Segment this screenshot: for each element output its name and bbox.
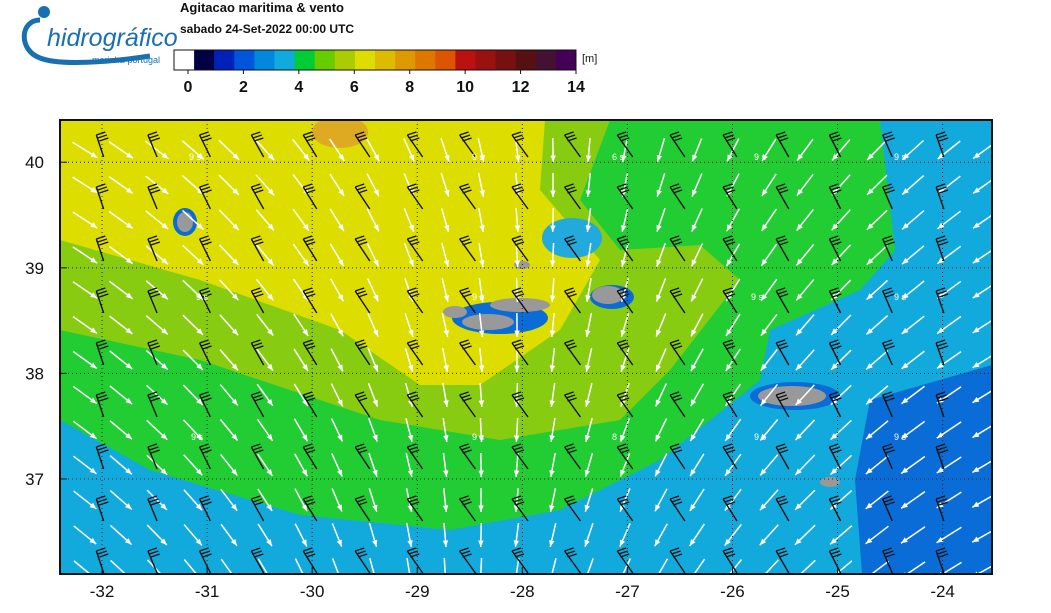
colorbar-tick-label: 8 [405, 79, 414, 96]
wind-arrow-head [231, 574, 237, 581]
wind-arrow-head [301, 574, 306, 581]
wind-arrow-head [337, 575, 342, 582]
colorbar-tick-label: 6 [350, 79, 359, 96]
period-label: 9 s [894, 432, 907, 442]
colorbar-segment [174, 50, 195, 70]
colorbar: 0 2 4 6 8 10 12 14 [174, 50, 585, 96]
wind-arrow-head [478, 575, 483, 582]
period-label: 8 s [612, 432, 625, 442]
title: Agitacao maritima & vento [180, 0, 344, 15]
colorbar-segment [496, 50, 517, 70]
colorbar-tick-label: 10 [456, 79, 474, 96]
colorbar-tick-label: 14 [567, 79, 585, 96]
colorbar-segment [194, 50, 215, 70]
colorbar-segment [254, 50, 275, 70]
x-tick-label: -24 [930, 582, 955, 601]
period-label: 9 s [472, 292, 485, 302]
wind-arrow-head [620, 574, 625, 581]
period-label: 9 s [191, 432, 204, 442]
subtitle: sabado 24-Set-2022 00:00 UTC [180, 22, 354, 36]
wind-arrow-head [584, 575, 589, 582]
period-label: 9 s [754, 152, 767, 162]
colorbar-segment [355, 50, 376, 70]
colorbar-segment [335, 50, 356, 70]
period-label: 9 s [754, 432, 767, 442]
colorbar-segment [275, 50, 296, 70]
wind-arrow-head [443, 575, 448, 582]
x-tick-label: -30 [300, 582, 325, 601]
wind-arrow-head [549, 575, 554, 582]
colorbar-segment [415, 50, 436, 70]
wind-arrow [480, 558, 481, 582]
wind-arrow-head [407, 575, 412, 582]
colorbar-segment [375, 50, 396, 70]
colorbar-unit: [m] [582, 53, 597, 65]
x-tick-label: -31 [195, 582, 220, 601]
colorbar-segment [435, 50, 456, 70]
y-tick-label: 39 [25, 259, 44, 278]
wind-arrow-head [655, 574, 661, 581]
colorbar-segment [536, 50, 557, 70]
wind-arrow-head [266, 574, 272, 581]
period-label: 9 s [472, 152, 485, 162]
colorbar-tick-label: 0 [184, 79, 193, 96]
x-tick-label: -29 [405, 582, 430, 601]
period-label: 9 s [472, 432, 485, 442]
colorbar-segment [395, 50, 416, 70]
sea-patch [542, 218, 602, 258]
x-tick-label: -28 [510, 582, 535, 601]
period-label: 6 s [612, 152, 625, 162]
wind-arrow-head [513, 575, 518, 582]
logo-dot [38, 6, 50, 18]
y-tick-label: 37 [25, 470, 44, 489]
colorbar-segment [315, 50, 336, 70]
period-label: 9 s [189, 152, 202, 162]
colorbar-segment [455, 50, 476, 70]
colorbar-segment [214, 50, 235, 70]
logo-name: hidrográfico [47, 24, 178, 52]
colorbar-tick-label: 12 [512, 79, 530, 96]
colorbar-tick-label: 4 [294, 79, 303, 96]
colorbar-segment [234, 50, 255, 70]
colorbar-segment [556, 50, 577, 70]
logo-subtitle: marinha-portugal [92, 55, 160, 65]
x-tick-label: -27 [615, 582, 640, 601]
period-label: 9 s [894, 152, 907, 162]
y-tick-label: 38 [25, 364, 44, 383]
period-label: 9 s [751, 292, 764, 302]
y-tick-label: 40 [25, 153, 44, 172]
colorbar-tick-label: 2 [239, 79, 248, 96]
colorbar-segment [516, 50, 537, 70]
wind-arrow-head [372, 575, 377, 582]
wind-arrow-head [689, 574, 695, 581]
x-tick-label: -25 [825, 582, 850, 601]
period-label: 9 s [894, 292, 907, 302]
x-tick-label: -32 [90, 582, 115, 601]
x-tick-label: -26 [720, 582, 745, 601]
colorbar-segment [476, 50, 497, 70]
colorbar-segment [295, 50, 316, 70]
